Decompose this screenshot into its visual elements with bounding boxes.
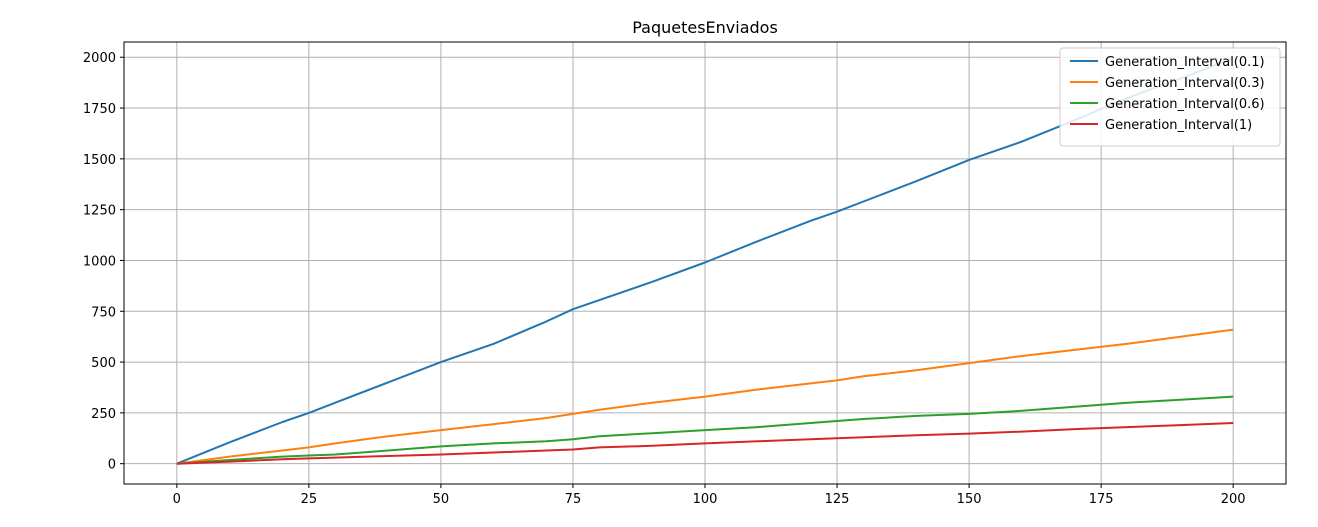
y-tick-label: 1250 (83, 204, 116, 219)
series-line-3 (176, 395, 1234, 465)
series-line-4 (176, 422, 1234, 465)
y-tick-label: 1500 (83, 153, 116, 168)
y-tick-label: 1750 (83, 102, 116, 117)
x-tick-label: 175 (1089, 492, 1114, 507)
legend-label: Generation_Interval(0.6) (1105, 97, 1265, 112)
y-tick-label: 250 (91, 407, 116, 422)
y-tick-label: 500 (91, 356, 116, 371)
x-tick-label: 50 (433, 492, 450, 507)
legend-box (1059, 47, 1281, 147)
legend-label: Generation_Interval(0.3) (1105, 76, 1265, 91)
series-line-1 (176, 57, 1234, 465)
axis-ticks: 0 25 50 75 100 125 150 175 200025050075010001250… (83, 51, 1246, 507)
y-tick-label: 750 (91, 305, 116, 320)
legend: Generation_Interval(0.1) Generation_Inter… (1059, 47, 1281, 147)
y-tick-label: 0 (108, 458, 116, 473)
x-tick-label: 75 (565, 492, 582, 507)
legend-label: Generation_Interval(1) (1105, 118, 1252, 133)
series-lines (176, 57, 1234, 465)
y-tick-label: 2000 (83, 51, 116, 66)
x-tick-label: 0 (173, 492, 181, 507)
chart-title: PaquetesEnviados (632, 18, 778, 37)
x-tick-label: 150 (957, 492, 982, 507)
x-tick-label: 25 (301, 492, 318, 507)
x-tick-label: 200 (1221, 492, 1246, 507)
legend-label: Generation_Interval(0.1) (1105, 55, 1265, 70)
x-tick-label: 125 (825, 492, 850, 507)
y-tick-label: 1000 (83, 254, 116, 269)
series-line-2 (176, 328, 1234, 465)
x-tick-label: 100 (693, 492, 718, 507)
